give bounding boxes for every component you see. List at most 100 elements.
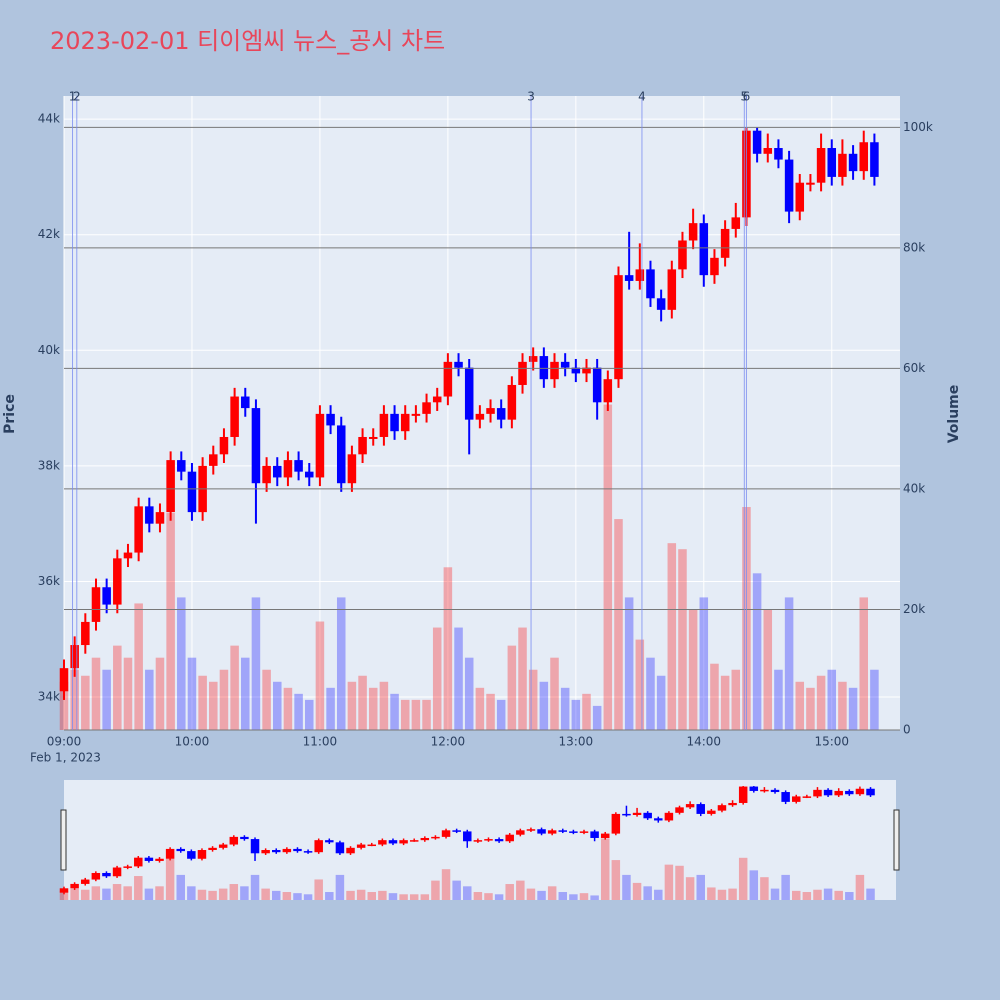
mini-volume-bar (600, 838, 610, 900)
range-handle-right[interactable] (893, 809, 900, 871)
mini-volume-bar (441, 869, 451, 900)
mini-candle-body (123, 866, 132, 868)
y-axis-title: Price (2, 394, 18, 434)
candle-body (816, 148, 826, 183)
mini-candle-body (197, 850, 207, 859)
y-tick-label: 34k (38, 690, 60, 704)
candle-body (635, 269, 645, 281)
mini-volume-bar (197, 889, 207, 900)
mini-candle-body (218, 844, 228, 848)
mini-volume-bar (845, 892, 854, 900)
mini-candle-body (134, 857, 143, 867)
mini-volume-bar (728, 888, 737, 900)
mini-volume-bar (494, 894, 504, 900)
mini-volume-bar (346, 890, 355, 900)
mini-candle-body (643, 812, 652, 819)
mini-candle-body (176, 848, 185, 852)
candle-body (560, 361, 570, 368)
mini-volume-bar (558, 892, 568, 900)
mini-volume-bar (866, 888, 875, 900)
mini-volume-bar (303, 894, 313, 900)
volume-bar (368, 687, 378, 730)
candle-body (283, 460, 293, 478)
mini-volume-bar (144, 888, 154, 900)
mini-volume-bar (834, 890, 843, 900)
mini-candle-body (335, 842, 345, 854)
candle-body (678, 240, 687, 270)
volume-bar (614, 519, 623, 730)
candle-body (304, 471, 314, 478)
candle-body (763, 148, 773, 154)
volume-bar (422, 699, 431, 730)
mini-candle-body (484, 839, 493, 841)
mini-volume-bar (123, 886, 132, 900)
candle-body (241, 396, 250, 409)
mini-candle-body (802, 796, 812, 798)
candle-body (614, 275, 623, 380)
mini-volume-bar (218, 888, 228, 900)
mini-candle-body (431, 836, 440, 839)
volume-bar (848, 687, 858, 730)
mini-volume-bar (516, 880, 525, 900)
candle-body (624, 275, 634, 281)
mini-candle-body (399, 840, 408, 844)
volume-bar (294, 693, 303, 730)
mini-candle-body (845, 790, 854, 795)
y-tick-label: 44k (38, 112, 60, 126)
mini-candle-body (463, 831, 472, 842)
mini-volume-bar (717, 889, 727, 900)
x-date-label: Feb 1, 2023 (30, 751, 101, 765)
candle-body (187, 471, 197, 513)
candle-body (475, 413, 485, 420)
candle-body (390, 413, 399, 432)
mini-candle-body (537, 829, 546, 834)
x-tick-label: 12:00 (431, 735, 466, 749)
volume-bar (464, 657, 474, 730)
mini-candle-body (165, 848, 175, 859)
mini-candle-body (590, 831, 599, 838)
volume-bar (475, 687, 485, 730)
candle-body (528, 356, 538, 362)
mini-volume-bar (792, 890, 801, 900)
candle-body (145, 506, 154, 524)
volume-bar (870, 669, 879, 730)
mini-volume-bar (781, 874, 790, 900)
mini-volume-bar (431, 880, 440, 900)
volume-bar (806, 687, 815, 730)
mini-volume-bar (802, 892, 812, 900)
range-handle-left[interactable] (60, 809, 67, 871)
mini-volume-bar (314, 879, 323, 900)
volume-bar (752, 573, 762, 730)
mini-volume-bar (335, 874, 345, 900)
candle-body (70, 645, 79, 669)
mini-volume-bar (632, 882, 642, 900)
mini-candle-body (823, 789, 833, 796)
candle-body (731, 217, 741, 229)
mini-volume-bar (208, 890, 217, 900)
candle-body (422, 402, 431, 414)
volume-bar (390, 693, 399, 730)
volume-bar (571, 699, 581, 730)
mini-volume-bar (813, 889, 822, 900)
mini-candle-body (685, 804, 695, 808)
mini-volume-bar (760, 877, 769, 900)
volume-bar (635, 639, 645, 730)
mini-volume-bar (770, 888, 780, 900)
mini-candle-body (409, 840, 419, 842)
mini-candle-body (632, 812, 642, 816)
candle-body (347, 454, 357, 484)
mini-volume-bar (165, 858, 175, 900)
candle-body (113, 558, 122, 605)
mini-volume-bar (399, 894, 408, 900)
range-slider[interactable] (64, 780, 896, 900)
volume-bar (560, 687, 570, 730)
candle-body (368, 436, 378, 439)
candle-body (454, 361, 463, 368)
candle-body (827, 148, 837, 177)
news-label: 1 (69, 90, 77, 104)
mini-candle-body (388, 840, 398, 844)
mini-volume-bar (579, 893, 589, 900)
mini-volume-bar (420, 894, 430, 900)
candle-body (795, 182, 805, 212)
volume-bar (454, 627, 463, 730)
